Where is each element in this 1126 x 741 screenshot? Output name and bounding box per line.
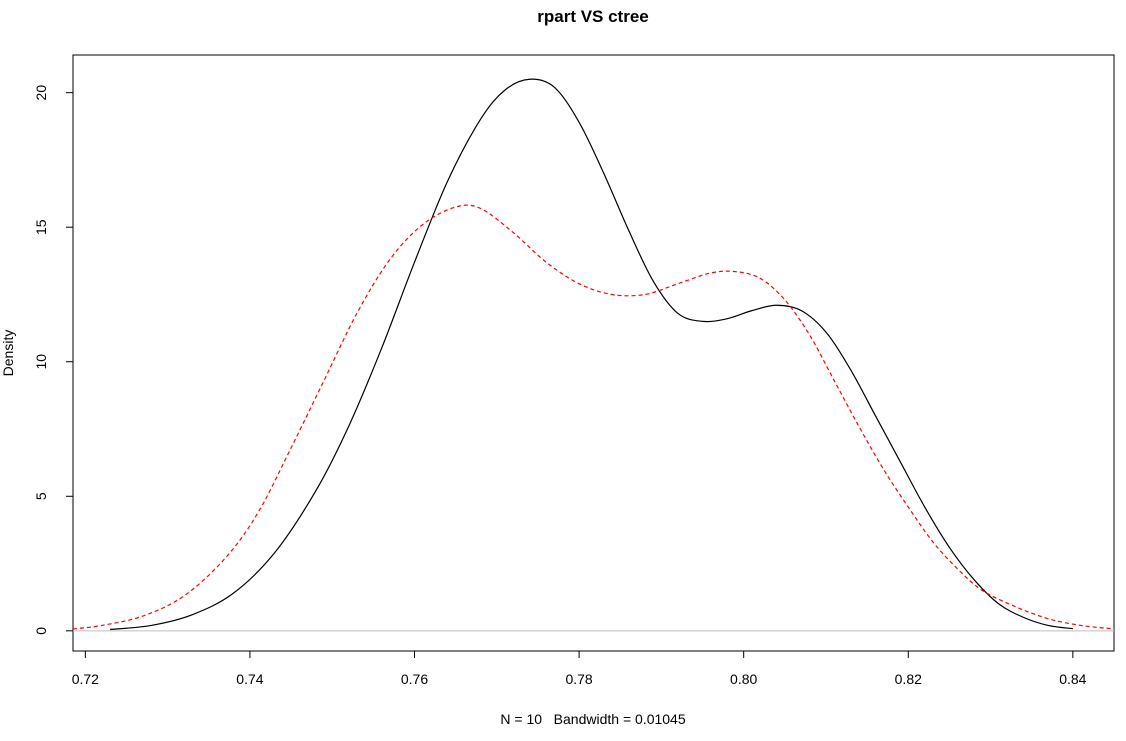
y-tick-label: 10 [33, 354, 49, 370]
x-tick-label: 0.74 [236, 671, 263, 687]
x-tick-label: 0.78 [565, 671, 592, 687]
x-tick-label: 0.76 [401, 671, 428, 687]
solid-density-line [109, 78, 1073, 631]
y-tick-label: 20 [33, 85, 49, 101]
y-tick-label: 0 [33, 627, 49, 635]
dashed-density-line [72, 204, 1115, 630]
y-tick-label: 5 [33, 492, 49, 500]
series-layer [72, 78, 1115, 631]
y-tick-label: 15 [33, 219, 49, 235]
x-tick-label: 0.80 [730, 671, 757, 687]
chart-title: rpart VS ctree [537, 7, 649, 26]
x-axis-label: N = 10 Bandwidth = 0.01045 [500, 711, 685, 727]
plot-frame [72, 54, 1115, 652]
x-axis: 0.72 0.74 0.76 0.78 0.80 0.82 0.84 [72, 651, 1087, 687]
y-axis: 0 5 10 15 20 [33, 85, 73, 635]
x-tick-label: 0.82 [895, 671, 922, 687]
y-axis-label: Density [0, 330, 16, 377]
x-tick-label: 0.72 [72, 671, 99, 687]
x-tick-label: 0.84 [1059, 671, 1086, 687]
